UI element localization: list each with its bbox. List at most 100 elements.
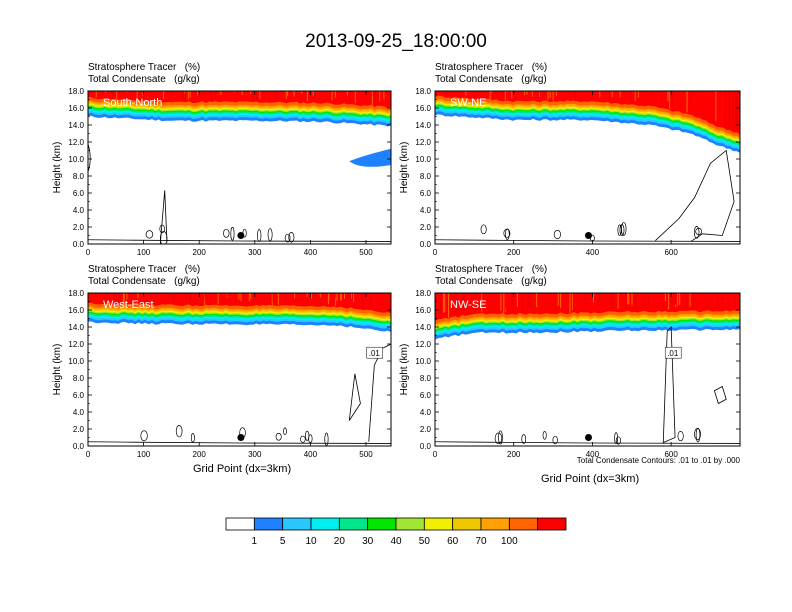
y-tick-label: 12.0 (415, 138, 431, 147)
y-tick-label: 4.0 (73, 408, 85, 417)
panel-2-caption-line1: Stratosphere Tracer (%) (435, 62, 548, 73)
y-axis-title: Height (km) (399, 344, 410, 396)
colorbar-label: 5 (279, 536, 286, 547)
condensate-contour (324, 432, 329, 446)
x-tick-label: 400 (304, 248, 318, 257)
x-tick-label: 100 (137, 450, 151, 459)
colorbar-swatch (508, 517, 539, 531)
y-tick-label: 14.0 (68, 323, 84, 332)
y-tick-label: 2.0 (420, 425, 432, 434)
panel-4-caption-line2: Total Condensate (g/kg) (435, 276, 547, 287)
x-tick-label: 400 (586, 450, 600, 459)
condensate-contour (175, 425, 183, 438)
x-tick-label: 300 (248, 248, 262, 257)
condensate-contour (305, 430, 310, 441)
panel-label: NW-SE (450, 299, 486, 311)
x-tick-label: 0 (86, 450, 91, 459)
condensate-contour (88, 239, 391, 242)
panel-label: West-East (103, 299, 154, 311)
condensate-contour (662, 326, 676, 444)
colorbar-label: 10 (305, 536, 317, 547)
colorbar-label: 70 (475, 536, 487, 547)
y-tick-label: 18.0 (68, 289, 84, 298)
colorbar-label: 100 (500, 536, 518, 547)
condensate-contour (552, 435, 558, 445)
colorbar-swatch (480, 517, 510, 531)
plot-area (435, 91, 740, 242)
condensate-contour (494, 432, 503, 445)
condensate-contour (480, 224, 487, 235)
y-tick-label: 2.0 (73, 425, 85, 434)
contour-label: .01 (667, 349, 679, 358)
condensate-contour (300, 435, 306, 443)
y-tick-label: 14.0 (415, 323, 431, 332)
condensate-contour (230, 226, 235, 241)
x-tick-label: 100 (137, 248, 151, 257)
condensate-contour (88, 441, 391, 444)
panel-3-caption: Stratosphere Tracer (%) Total Condensate … (88, 264, 200, 288)
colorbar-label: 1 (251, 536, 258, 547)
contour-label-box (366, 346, 384, 359)
y-tick-label: 4.0 (73, 206, 85, 215)
tracer-anomaly (349, 148, 391, 167)
y-tick-label: 8.0 (73, 374, 85, 383)
location-marker (584, 434, 592, 441)
y-tick-label: 18.0 (68, 87, 84, 96)
colorbar-label: 60 (447, 536, 459, 547)
condensate-contour (503, 228, 511, 238)
condensate-contour (693, 226, 700, 239)
panel-label: SW-NE (450, 97, 486, 109)
x-tick-label: 400 (586, 248, 600, 257)
y-tick-label: 12.0 (68, 138, 84, 147)
panel-label: South-North (103, 97, 162, 109)
y-tick-label: 8.0 (73, 172, 85, 181)
colorbar-swatch (253, 517, 284, 531)
plot-area: .01 (88, 293, 391, 446)
y-axis-title: Height (km) (399, 142, 410, 194)
x-tick-label: 500 (359, 450, 373, 459)
y-tick-label: 0.0 (420, 240, 432, 249)
panel-3-caption-line1: Stratosphere Tracer (%) (88, 264, 201, 275)
condensate-contour (435, 239, 740, 242)
panel-3-caption-line2: Total Condensate (g/kg) (88, 276, 200, 287)
panel-1-caption: Stratosphere Tracer (%) Total Condensate … (88, 62, 200, 86)
x-tick-label: 200 (507, 450, 521, 459)
y-tick-label: 6.0 (73, 391, 85, 400)
y-tick-label: 10.0 (415, 155, 431, 164)
panel-4-caption-line1: Stratosphere Tracer (%) (435, 264, 548, 275)
y-tick-label: 10.0 (68, 357, 84, 366)
colorbar-label: 50 (418, 536, 430, 547)
condensate-contour (257, 229, 262, 242)
colorbar-swatch (225, 517, 255, 531)
panel-4-xlabel: Grid Point (dx=3km) (541, 473, 640, 485)
y-tick-label: 2.0 (420, 223, 432, 232)
contour-label-box (664, 346, 682, 359)
y-tick-label: 6.0 (420, 189, 432, 198)
condensate-contour (88, 143, 91, 172)
plot-area (88, 91, 391, 244)
y-tick-label: 12.0 (415, 340, 431, 349)
y-tick-label: 8.0 (420, 172, 432, 181)
y-tick-label: 4.0 (420, 206, 432, 215)
x-tick-label: 600 (664, 248, 678, 257)
y-tick-label: 18.0 (415, 87, 431, 96)
colorbar-swatch (367, 517, 397, 531)
x-tick-label: 200 (507, 248, 521, 257)
y-tick-label: 14.0 (415, 121, 431, 130)
colorbar-swatch (452, 517, 482, 531)
condensate-contour (267, 228, 273, 242)
colorbar-swatch (537, 517, 567, 531)
panel-2-caption-line2: Total Condensate (g/kg) (435, 74, 547, 85)
panel-2-caption: Stratosphere Tracer (%) Total Condensate … (435, 62, 547, 86)
colorbar-label: 20 (333, 536, 345, 547)
condensate-contour (621, 222, 627, 236)
y-tick-label: 0.0 (420, 442, 432, 451)
condensate-contour (159, 190, 168, 244)
condensate-contour (655, 149, 735, 242)
y-tick-label: 8.0 (420, 374, 432, 383)
y-tick-label: 16.0 (68, 306, 84, 315)
y-tick-label: 4.0 (420, 408, 432, 417)
contour-label: .01 (369, 349, 381, 358)
